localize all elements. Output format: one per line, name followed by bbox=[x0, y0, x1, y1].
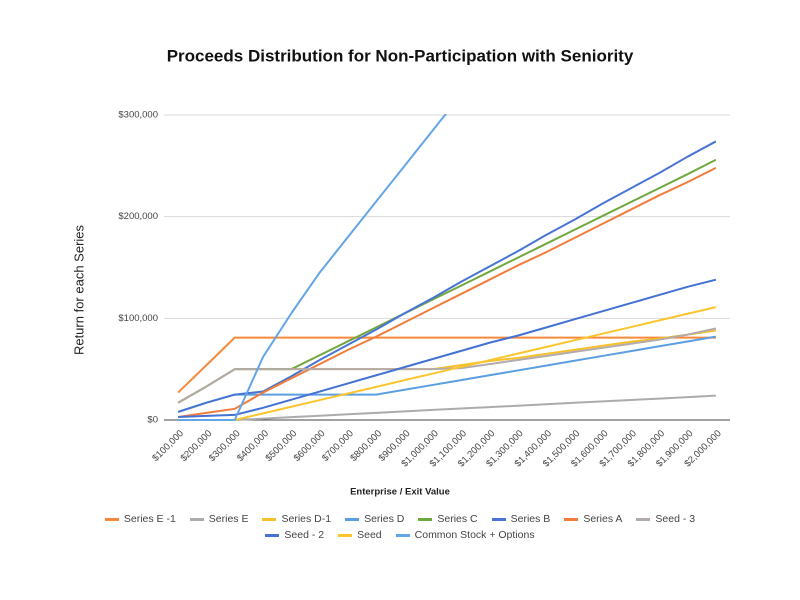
y-tick-label: $0 bbox=[147, 415, 158, 426]
legend-item: Series E bbox=[189, 513, 249, 525]
legend-item: Seed bbox=[338, 529, 382, 541]
legend-swatch bbox=[104, 517, 119, 521]
series-line bbox=[177, 327, 717, 404]
legend-item: Series B bbox=[491, 513, 551, 525]
legend-item: Series E -1 bbox=[104, 513, 176, 525]
legend-label: Common Stock + Options bbox=[414, 529, 535, 541]
chart-title: Proceeds Distribution for Non-Participat… bbox=[167, 46, 634, 65]
series-line bbox=[178, 278, 717, 418]
series-line bbox=[178, 394, 716, 421]
legend-item: Common Stock + Options bbox=[395, 529, 535, 541]
legend-label: Series E bbox=[208, 513, 249, 525]
series-line bbox=[178, 306, 717, 421]
legend-swatch bbox=[395, 533, 410, 537]
legend-label: Series D-1 bbox=[281, 513, 332, 525]
x-axis-title: Enterprise / Exit Value bbox=[350, 487, 450, 498]
legend-label: Series E -1 bbox=[123, 513, 176, 525]
legend-label: Series A bbox=[583, 513, 623, 525]
series-line bbox=[177, 335, 717, 413]
legend-swatch bbox=[418, 517, 433, 521]
legend-item: Seed - 3 bbox=[636, 513, 695, 525]
legend-swatch bbox=[564, 517, 579, 521]
legend-item: Series D bbox=[345, 513, 404, 525]
legend-swatch bbox=[491, 517, 506, 521]
y-axis-title: Return for each Series bbox=[71, 224, 86, 355]
series-line bbox=[177, 336, 716, 394]
y-tick-label: $100,000 bbox=[118, 313, 158, 324]
legend-swatch bbox=[265, 533, 280, 537]
legend-label: Series D bbox=[364, 513, 405, 525]
legend-swatch bbox=[345, 517, 360, 521]
legend-label: Seed - 3 bbox=[655, 513, 696, 525]
plot-area bbox=[177, 114, 717, 421]
legend-label: Series C bbox=[437, 513, 478, 525]
legend-swatch bbox=[189, 517, 204, 521]
legend-swatch bbox=[262, 517, 277, 521]
series-line bbox=[178, 114, 448, 421]
y-tick-label: $200,000 bbox=[118, 211, 158, 222]
legend-label: Seed bbox=[357, 529, 382, 541]
y-tick-label: $300,000 bbox=[118, 110, 158, 121]
legend-label: Seed - 2 bbox=[284, 529, 325, 541]
legend-label: Series B bbox=[510, 513, 551, 525]
legend-item: Series D-1 bbox=[262, 513, 331, 525]
legend-item: Seed - 2 bbox=[265, 529, 324, 541]
series-line bbox=[177, 140, 717, 413]
legend-swatch bbox=[338, 533, 353, 537]
legend: Series E -1 Series E Series D-1 Series D Ser… bbox=[70, 513, 730, 541]
legend-item: Series A bbox=[564, 513, 622, 525]
series-line bbox=[178, 166, 717, 418]
legend-swatch bbox=[636, 517, 651, 521]
legend-item: Series C bbox=[418, 513, 478, 525]
